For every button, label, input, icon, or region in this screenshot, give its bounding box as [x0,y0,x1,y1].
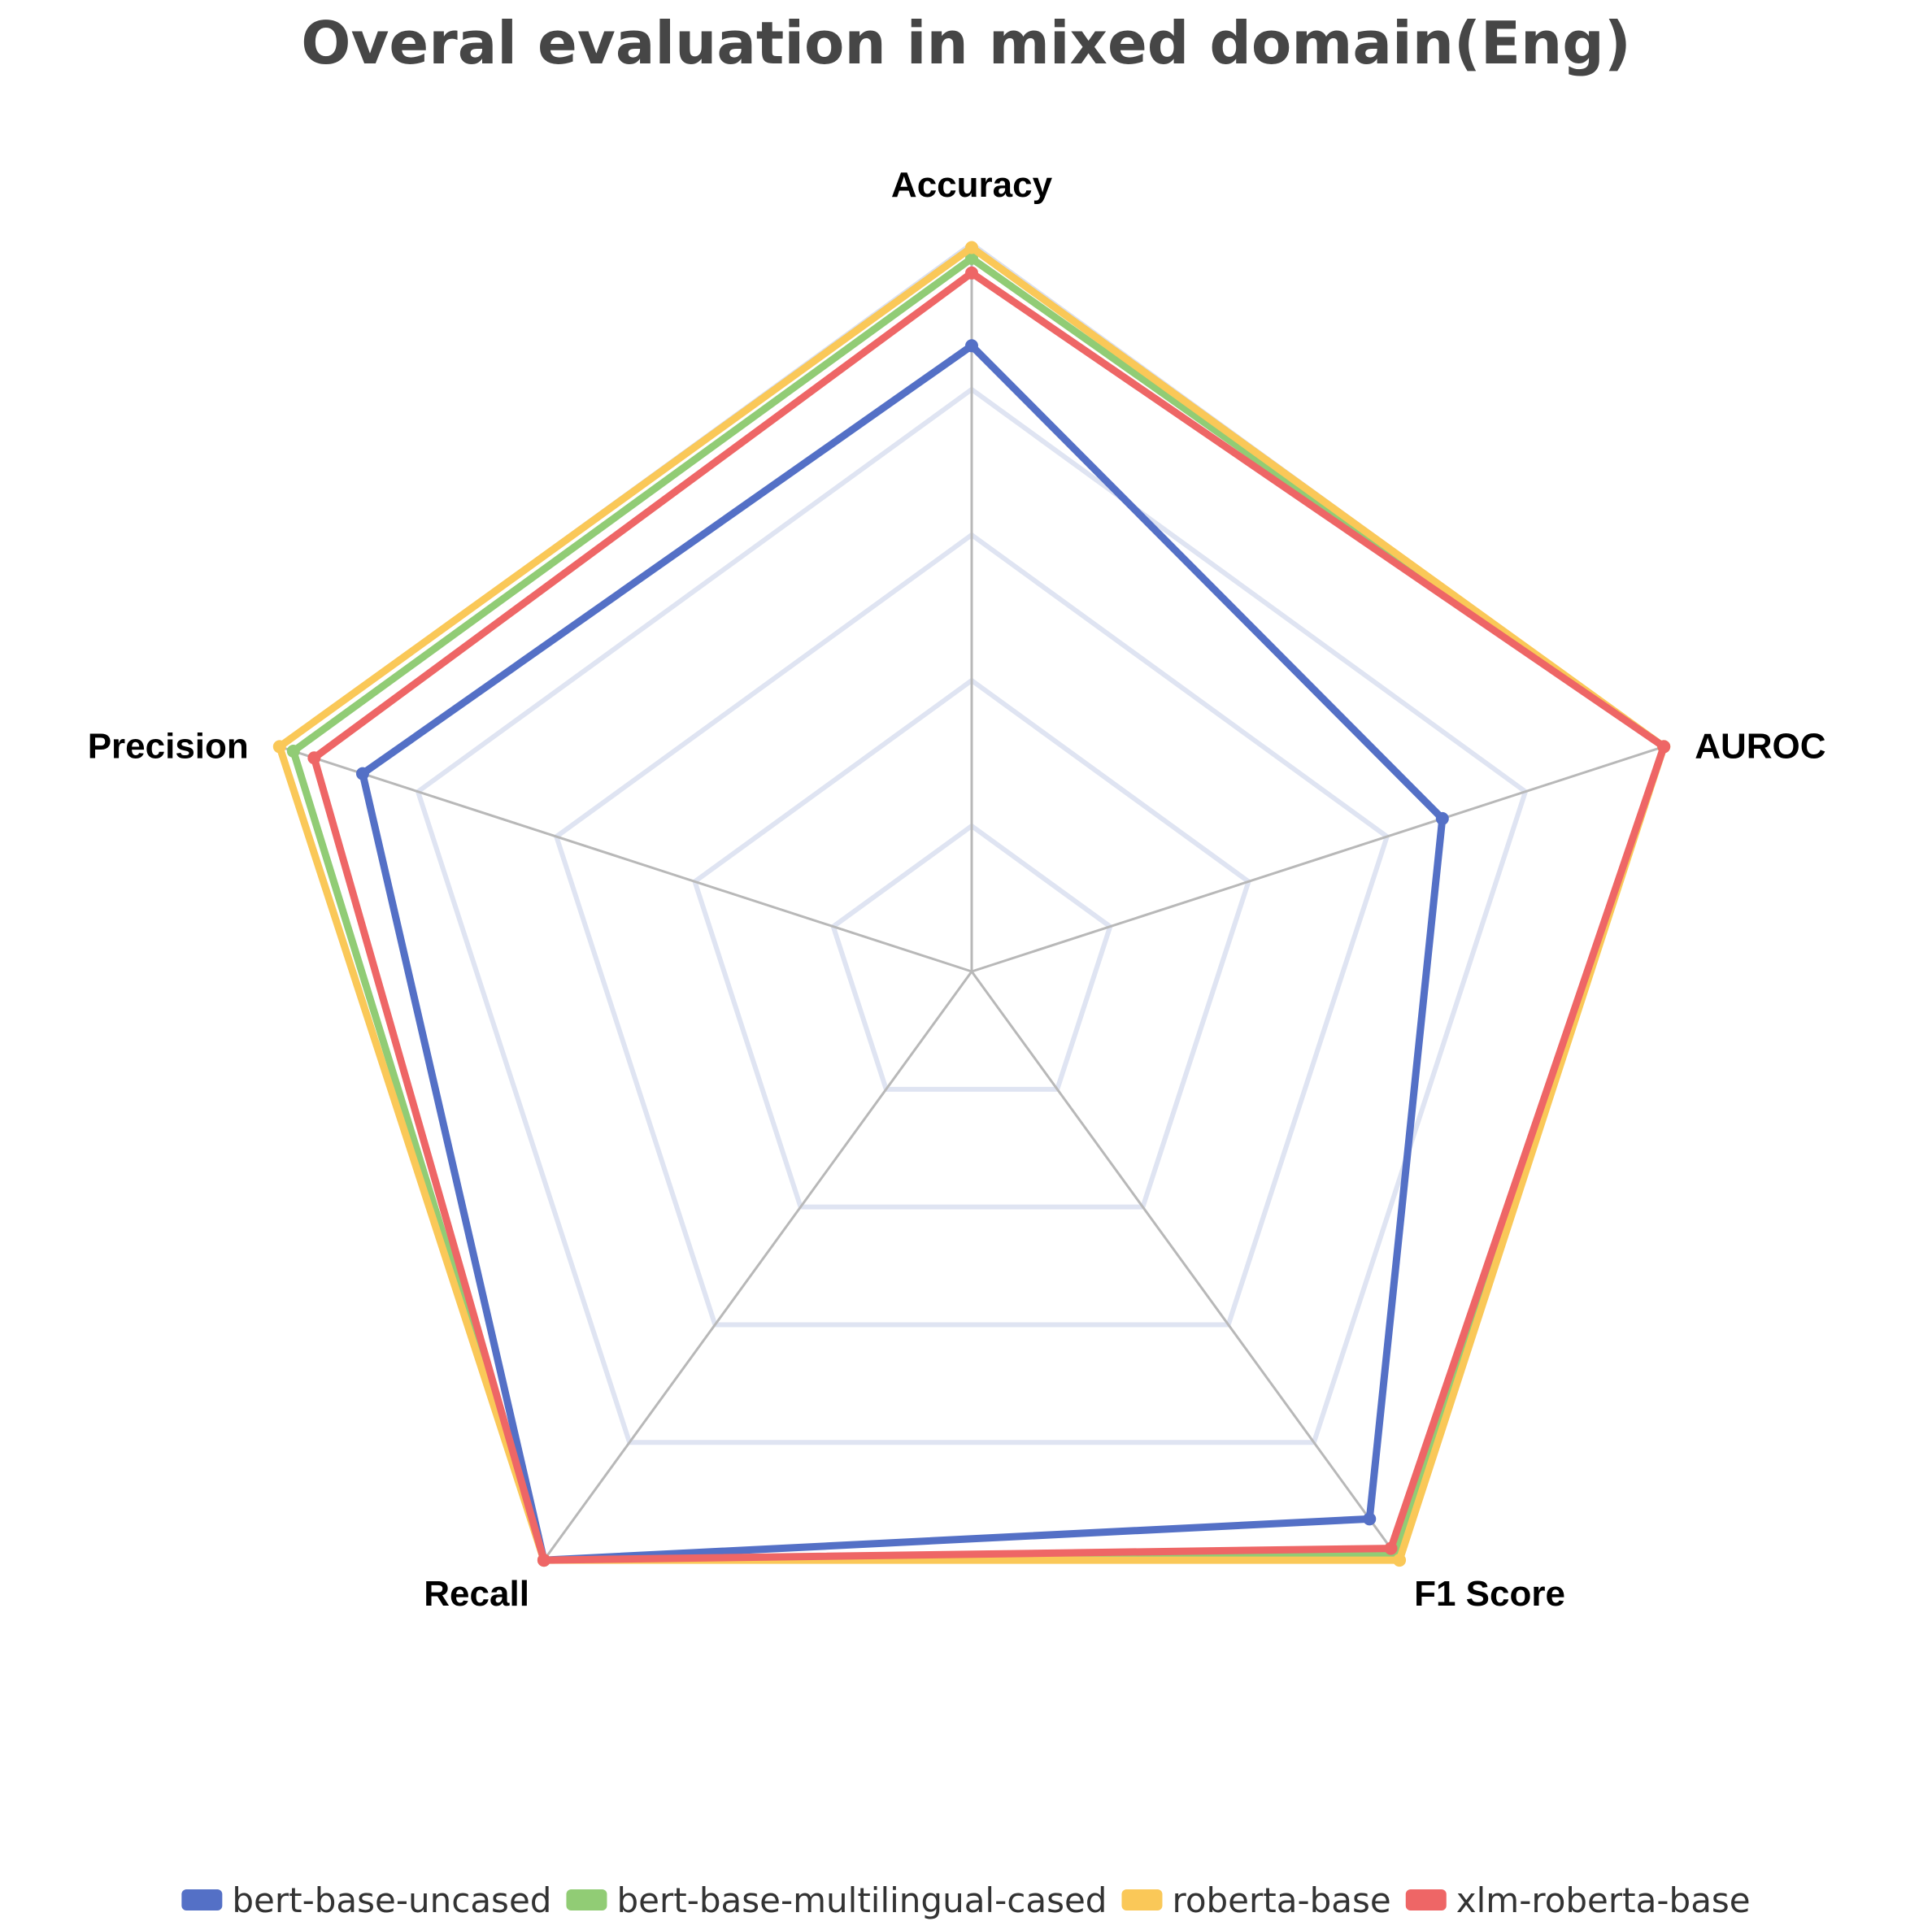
legend-swatch-bert-base-multilingual-cased [566,1889,607,1910]
legend-item-xlm-roberta-base[interactable]: xlm-roberta-base [1405,1880,1751,1920]
axis-label-recall: Recall [424,1574,529,1614]
grid-ring-3 [553,532,1390,1328]
axis-line-3 [542,971,973,1561]
series-line-bert-base-uncased [359,341,1447,1564]
legend-item-bert-base-uncased[interactable]: bert-base-uncased [181,1880,551,1920]
grid-ring-1 [830,823,1113,1092]
axis-label-precision: Precision [88,726,249,766]
data-point-roberta-base-F1 Score[interactable] [1393,1554,1407,1567]
data-point-bert-base-uncased-AUROC[interactable] [1435,811,1449,825]
legend-label-roberta-base: roberta-base [1172,1880,1390,1920]
series-bert-base-uncased[interactable] [355,339,1449,1567]
data-point-bert-base-uncased-F1 Score[interactable] [1363,1512,1377,1526]
data-point-xlm-roberta-base-Precision[interactable] [307,751,321,765]
data-point-roberta-base-Accuracy[interactable] [965,241,978,254]
axis-line-4 [279,745,973,973]
legend-swatch-bert-base-uncased [181,1889,223,1910]
axis-label-auroc: AUROC [1695,726,1825,766]
axis-label-f1-score: F1 Score [1414,1574,1565,1614]
legend-swatch-xlm-roberta-base [1405,1889,1447,1910]
data-point-roberta-base-Precision[interactable] [272,740,286,754]
radar-series [272,241,1671,1567]
data-point-bert-base-uncased-Accuracy[interactable] [965,339,978,353]
axis-line-2 [970,971,1401,1561]
axis-label-accuracy: Accuracy [891,165,1053,205]
radar-axes [279,244,1664,1561]
grid-ring-4 [415,386,1529,1445]
legend[interactable]: bert-base-uncased bert-base-multilingual-… [181,1880,1751,1920]
data-point-xlm-roberta-base-F1 Score[interactable] [1384,1541,1398,1555]
data-point-bert-base-uncased-Precision[interactable] [355,767,369,780]
legend-item-roberta-base[interactable]: roberta-base [1121,1880,1391,1920]
data-point-xlm-roberta-base-Recall[interactable] [537,1554,550,1567]
legend-label-xlm-roberta-base: xlm-roberta-base [1456,1880,1751,1920]
data-point-xlm-roberta-base-Accuracy[interactable] [965,266,978,280]
legend-label-bert-base-uncased: bert-base-uncased [232,1880,551,1920]
legend-item-bert-base-multilingual-cased[interactable]: bert-base-multilingual-cased [566,1880,1107,1920]
data-point-xlm-roberta-base-AUROC[interactable] [1657,740,1671,754]
chart-title: Overal evaluation in mixed domain(Eng) [301,9,1631,77]
legend-label-bert-base-multilingual-cased: bert-base-multilingual-cased [616,1880,1107,1920]
axis-line-1 [971,745,1664,973]
series-xlm-roberta-base[interactable] [307,266,1671,1567]
axis-labels: Accuracy AUROC F1 Score Recall Precision [88,165,1826,1614]
data-point-bert-base-multilingual-cased-Precision[interactable] [286,744,300,758]
legend-swatch-roberta-base [1121,1889,1163,1910]
grid-ring-2 [691,677,1252,1210]
series-line-xlm-roberta-base [310,269,1668,1564]
